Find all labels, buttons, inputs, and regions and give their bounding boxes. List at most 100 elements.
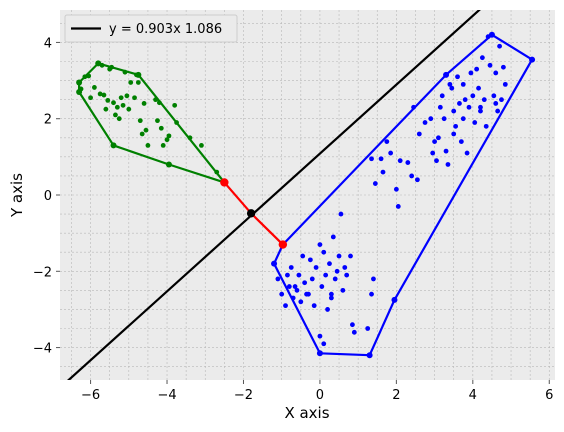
separating-line — [67, 10, 481, 380]
data-point — [369, 156, 374, 162]
data-point — [141, 101, 147, 106]
data-point — [432, 139, 437, 144]
legend-box — [64, 14, 238, 43]
data-point — [529, 57, 535, 62]
data-point — [478, 104, 483, 110]
data-point — [497, 43, 502, 49]
data-point — [436, 135, 441, 141]
data-point — [113, 112, 118, 118]
data-point — [495, 108, 501, 114]
data-point — [323, 272, 329, 278]
plot-area — [67, 10, 536, 380]
data-point — [371, 276, 376, 282]
data-point — [351, 329, 357, 335]
data-point — [97, 91, 103, 97]
data-point — [483, 123, 489, 129]
data-point — [443, 148, 449, 154]
data-point — [111, 100, 116, 106]
data-point — [99, 62, 105, 68]
data-point — [468, 70, 474, 76]
x-axis-label: X axis — [284, 404, 329, 422]
data-point — [493, 70, 499, 76]
separating-line-layer — [67, 10, 481, 380]
data-point — [158, 125, 164, 131]
data-point — [388, 150, 394, 156]
data-point — [275, 276, 281, 282]
data-point — [118, 95, 124, 101]
legend-label: y = 0.903x 1.086 — [109, 22, 222, 37]
data-point — [88, 95, 93, 101]
data-point — [428, 116, 434, 122]
data-point — [332, 276, 338, 282]
data-point — [397, 158, 403, 164]
data-point — [334, 268, 340, 274]
data-point — [344, 272, 350, 278]
data-point — [137, 118, 143, 124]
data-point — [414, 177, 420, 183]
data-point — [304, 291, 309, 297]
data-point — [307, 257, 313, 263]
data-point — [279, 291, 285, 297]
data-point — [285, 272, 290, 278]
data-point — [500, 64, 506, 70]
data-point — [76, 80, 82, 85]
data-point — [317, 350, 323, 356]
data-point — [109, 64, 115, 70]
data-point — [441, 116, 447, 122]
data-point — [174, 120, 179, 125]
y-tick-label: −4 — [33, 342, 52, 357]
points-layer — [76, 32, 535, 358]
data-point — [447, 81, 453, 87]
data-point — [474, 66, 480, 72]
data-point — [122, 69, 128, 75]
data-point — [313, 265, 319, 270]
data-point — [292, 284, 298, 289]
data-point — [271, 261, 277, 267]
data-point — [153, 97, 158, 103]
x-tick-label: 2 — [392, 388, 400, 403]
data-point — [476, 85, 481, 91]
data-point — [457, 101, 462, 106]
data-point — [462, 97, 468, 103]
data-point — [481, 97, 487, 103]
data-point — [348, 253, 353, 259]
data-point — [458, 139, 464, 144]
data-point — [422, 120, 428, 125]
data-point — [325, 307, 330, 312]
data-point — [338, 211, 344, 217]
data-point — [451, 108, 457, 114]
data-point — [466, 104, 472, 110]
data-point — [143, 127, 149, 133]
data-point — [489, 32, 495, 38]
data-point — [156, 100, 162, 106]
data-point — [380, 169, 386, 175]
data-point — [321, 249, 327, 255]
data-point — [430, 150, 436, 156]
data-point — [101, 92, 107, 98]
data-point — [460, 116, 466, 122]
data-point — [502, 81, 508, 87]
data-point — [367, 352, 373, 358]
data-point — [411, 104, 416, 110]
data-point — [145, 143, 151, 148]
data-point — [464, 150, 470, 156]
data-point — [499, 97, 504, 103]
data-point — [116, 116, 122, 122]
data-point — [372, 181, 378, 186]
data-point — [111, 143, 116, 148]
data-point — [319, 284, 325, 289]
data-point — [155, 118, 160, 124]
data-point — [317, 242, 323, 247]
data-point — [126, 106, 132, 112]
x-tick-label: −4 — [157, 388, 176, 403]
data-point — [166, 162, 172, 167]
data-point — [294, 287, 300, 293]
data-point — [369, 291, 374, 297]
data-point — [103, 106, 109, 112]
ticks: −6 −4 −2 0 2 4 6 −4 −2 0 2 4 — [33, 36, 554, 403]
x-tick-label: 0 — [316, 388, 324, 403]
y-tick-label: 4 — [44, 36, 52, 51]
data-point — [309, 276, 315, 282]
data-point — [328, 291, 334, 297]
